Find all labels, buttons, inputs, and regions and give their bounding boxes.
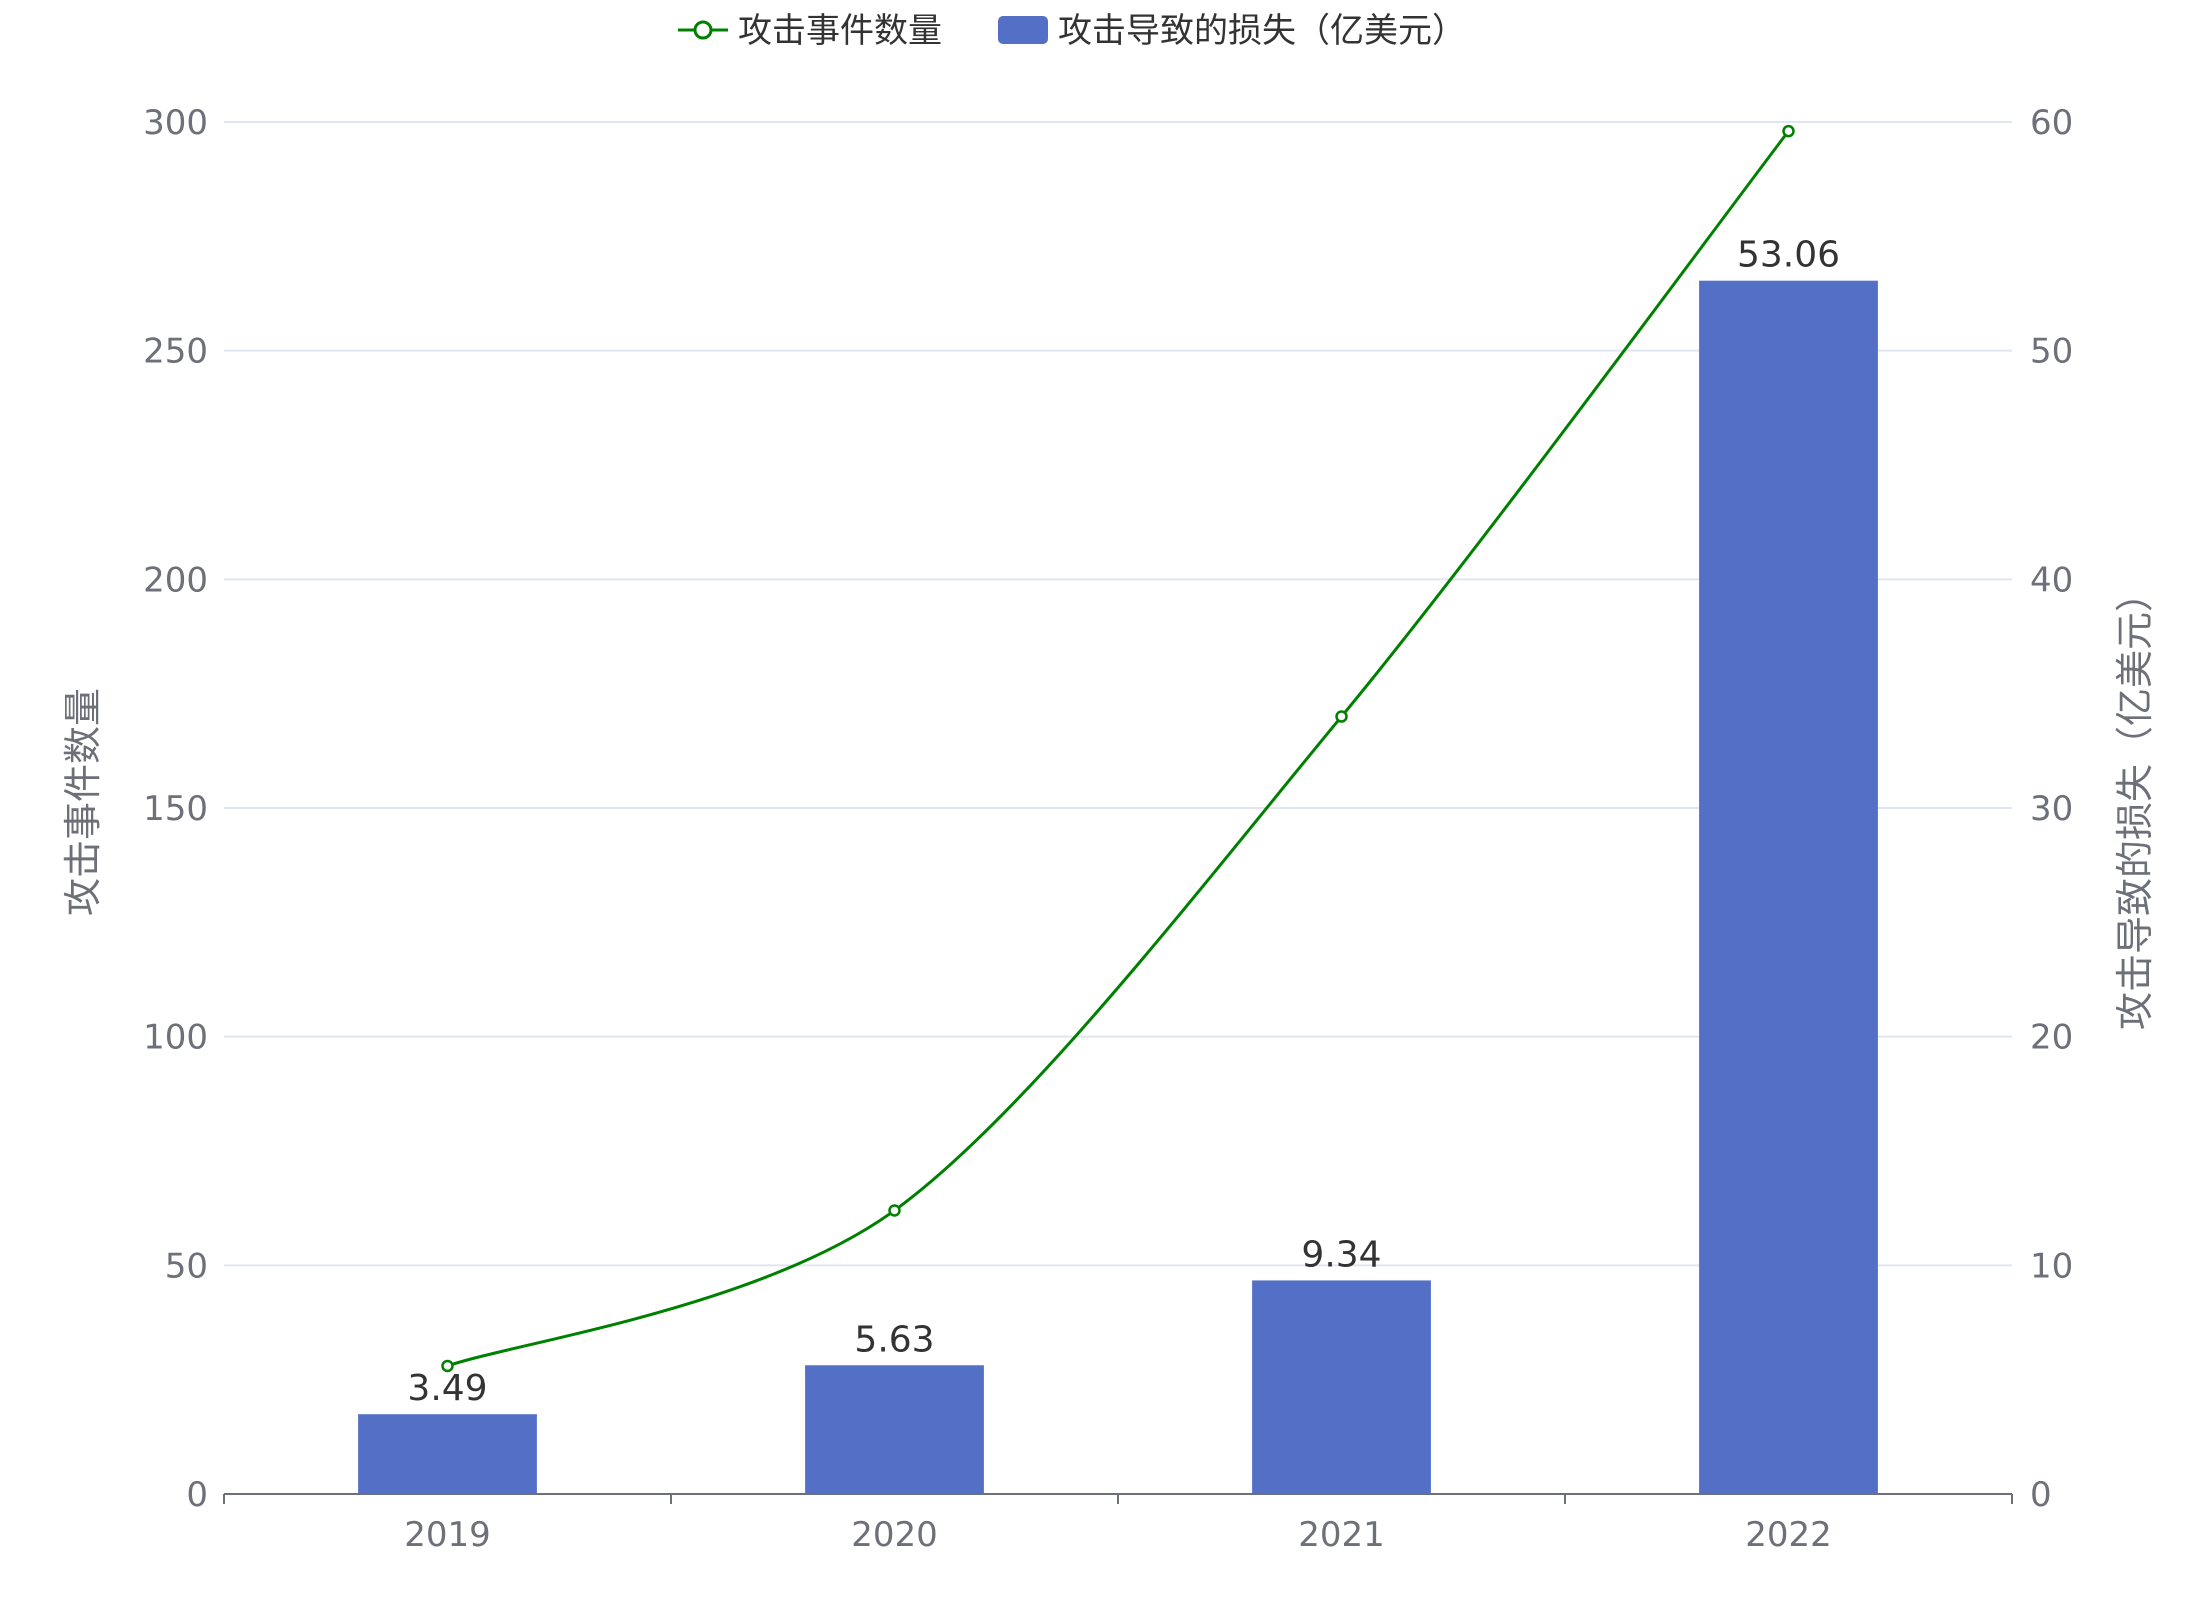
bar-data-label: 9.34 (1301, 1234, 1381, 1275)
y-axis-right-title: 攻击导致的损失（亿美元） (2113, 574, 2157, 1030)
legend[interactable]: 攻击事件数量 攻击导致的损失（亿美元） (678, 11, 1466, 51)
bar-series (358, 280, 1878, 1494)
bar-data-label: 53.06 (1737, 235, 1840, 276)
bar (1699, 280, 1878, 1494)
x-axis-category-label: 2019 (404, 1515, 491, 1555)
legend-bar-swatch (998, 16, 1048, 44)
legend-label-loss: 攻击导致的损失（亿美元） (1058, 11, 1466, 51)
y-right-tick-label: 0 (2030, 1475, 2052, 1515)
y-left-tick-label: 300 (143, 103, 208, 143)
y-left-tick-label: 200 (143, 560, 208, 600)
y-left-tick-label: 50 (165, 1246, 208, 1286)
data-labels: 3.49 5.63 9.34 53.06 (407, 235, 1840, 1410)
y-axis-left-title: 攻击事件数量 (61, 688, 105, 916)
x-axis-category-label: 2020 (851, 1515, 938, 1555)
x-axis-category-label: 2021 (1298, 1515, 1385, 1555)
bar-data-label: 3.49 (407, 1368, 487, 1409)
legend-label-count: 攻击事件数量 (738, 11, 942, 51)
y-right-tick-label: 30 (2030, 789, 2073, 829)
x-axis-category-label: 2022 (1745, 1515, 1832, 1555)
legend-item-count[interactable]: 攻击事件数量 (678, 11, 942, 51)
bar-data-label: 5.63 (854, 1319, 934, 1360)
line-path (447, 130, 1790, 1368)
y-right-tick-label: 60 (2030, 103, 2073, 143)
y-left-tick-label: 100 (143, 1018, 208, 1058)
line-series (441, 124, 1795, 1373)
line-point (888, 1204, 901, 1217)
y-right-tick-label: 50 (2030, 332, 2073, 372)
axes: 0 50 100 150 200 250 300 0 10 20 30 40 50 60 2019 2020 2… (143, 103, 2073, 1555)
bar (1252, 1280, 1431, 1494)
y-right-tick-label: 10 (2030, 1246, 2073, 1286)
y-right-tick-label: 20 (2030, 1018, 2073, 1058)
y-left-tick-label: 0 (186, 1475, 208, 1515)
legend-item-loss[interactable]: 攻击导致的损失（亿美元） (998, 11, 1466, 51)
legend-circle-icon (693, 20, 713, 40)
line-point (441, 1359, 454, 1373)
y-left-tick-label: 250 (143, 332, 208, 372)
y-right-tick-label: 40 (2030, 560, 2073, 600)
bar (805, 1365, 984, 1494)
y-left-tick-label: 150 (143, 789, 208, 829)
line-point (1782, 124, 1795, 138)
line-point (1335, 710, 1348, 723)
bar (358, 1414, 537, 1494)
